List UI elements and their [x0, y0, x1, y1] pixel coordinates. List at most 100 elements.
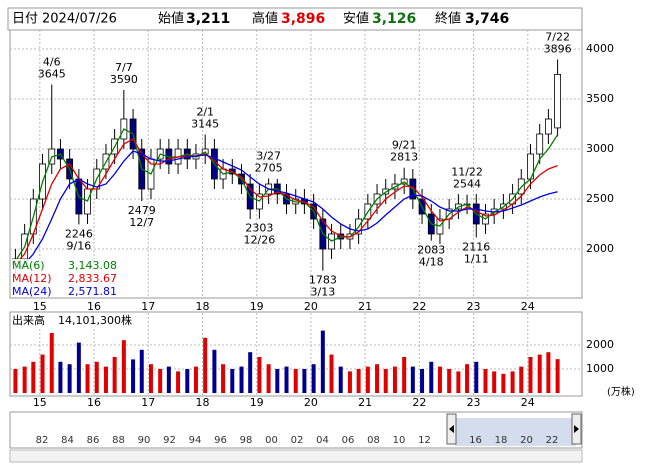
volume-bar	[257, 356, 262, 393]
volume-bar	[139, 349, 144, 393]
volume-bar	[537, 354, 542, 393]
volume-bar	[474, 361, 479, 393]
y-tick-label: 2500	[586, 192, 614, 205]
volume-bar	[121, 340, 126, 393]
annotation-date: 3/13	[310, 286, 335, 299]
x-tick-label: 24	[521, 300, 535, 313]
annotation-date: 4/6	[43, 56, 61, 69]
x-tick-label: 22	[412, 300, 426, 313]
volume-bar	[546, 352, 551, 393]
annotation-value: 1783	[309, 274, 337, 287]
navigator-label: 88	[112, 435, 125, 446]
handle-arrow	[449, 425, 454, 433]
candle-body	[554, 74, 562, 129]
ma-line	[15, 150, 558, 270]
volume-bar	[112, 356, 117, 393]
volume-bar	[176, 371, 181, 393]
volume-bar	[311, 364, 316, 393]
price-frame	[9, 29, 583, 299]
annotation-date: 3/27	[256, 150, 281, 163]
volume-bar	[410, 366, 415, 393]
volume-bar	[429, 361, 434, 393]
high: 3,896	[281, 11, 325, 27]
volume-bar	[492, 371, 497, 393]
navigator-label: 10	[393, 435, 406, 446]
navigator-label: 92	[163, 435, 176, 446]
navigator-label: 86	[87, 435, 100, 446]
volume-latest: 14,101,300株	[58, 313, 132, 327]
navigator-window[interactable]	[455, 418, 576, 446]
volume-bar	[13, 368, 18, 393]
x-tick-label: 17	[141, 396, 155, 409]
volume-bar	[158, 368, 163, 393]
open: 3,211	[186, 11, 230, 27]
volume-bar	[248, 352, 253, 393]
annotation-date: 9/21	[392, 139, 417, 152]
annotation-date: 7/22	[545, 30, 570, 43]
volume-bar	[275, 368, 280, 393]
volume-bar	[293, 368, 298, 393]
low: 3,126	[372, 11, 416, 27]
volume-bar	[302, 368, 307, 393]
volume-bar	[22, 366, 27, 393]
volume-bar	[483, 368, 488, 393]
x-tick-label: 20	[304, 300, 318, 313]
volume-bar	[67, 364, 72, 393]
legend-name: MA(12)	[12, 272, 52, 285]
close-label: 終値	[435, 11, 461, 27]
volume-bar	[555, 359, 560, 393]
x-tick-label: 19	[250, 396, 264, 409]
y-tick-label: 3000	[586, 142, 614, 155]
legend-value: 2,571.81	[68, 285, 117, 298]
legend-value: 3,143.08	[68, 259, 117, 272]
navigator-label: 18	[495, 435, 508, 446]
annotation-value: 3145	[191, 118, 219, 131]
navigator-label: 96	[214, 435, 227, 446]
annotation-value: 3896	[544, 42, 572, 55]
x-tick-label: 24	[521, 396, 535, 409]
navigator-label: 04	[316, 435, 329, 446]
y-tick-label: 3500	[586, 92, 614, 105]
annotation-value: 2705	[255, 162, 283, 175]
date: 2024/07/26	[42, 12, 117, 27]
navigator-label: 08	[367, 435, 380, 446]
annotation-value: 2479	[128, 204, 156, 217]
annotation-value: 2813	[390, 151, 418, 164]
annotation-date: 4/18	[419, 256, 444, 269]
navigator-label: 82	[36, 435, 49, 446]
x-tick-label: 18	[195, 300, 209, 313]
candle-body	[536, 133, 544, 155]
volume-bar	[185, 368, 190, 393]
volume-bar	[402, 356, 407, 393]
annotation-date: 2/1	[196, 106, 214, 119]
navigator-label: 06	[342, 435, 355, 446]
volume-bar	[103, 366, 108, 393]
volume-bar	[383, 368, 388, 393]
date-label: 日付	[12, 12, 38, 27]
annotation-value: 2246	[65, 227, 93, 240]
x-tick-label: 16	[87, 300, 101, 313]
volume-bar	[239, 366, 244, 393]
volume-bar	[320, 330, 325, 393]
scrollbar[interactable]	[9, 449, 583, 463]
navigator-label: 12	[418, 435, 431, 446]
volume-bar	[58, 361, 63, 393]
volume-bar	[338, 366, 343, 393]
navigator-label: 22	[546, 435, 559, 446]
volume-bar	[85, 364, 90, 393]
navigator-label: 90	[138, 435, 151, 446]
x-tick-label: 21	[358, 396, 372, 409]
annotation-date: 12/7	[129, 216, 154, 229]
volume-bar	[501, 373, 506, 393]
x-tick-label: 22	[412, 396, 426, 409]
annotation-value: 2116	[462, 240, 490, 253]
volume-bar	[456, 371, 461, 393]
volume-bar	[40, 354, 45, 393]
legend-name: MA(24)	[12, 285, 52, 298]
legend-box	[11, 259, 119, 297]
annotation-value: 3590	[110, 73, 138, 86]
x-tick-label: 19	[250, 300, 264, 313]
handle-arrow	[574, 425, 579, 433]
close: 3,746	[465, 11, 509, 27]
